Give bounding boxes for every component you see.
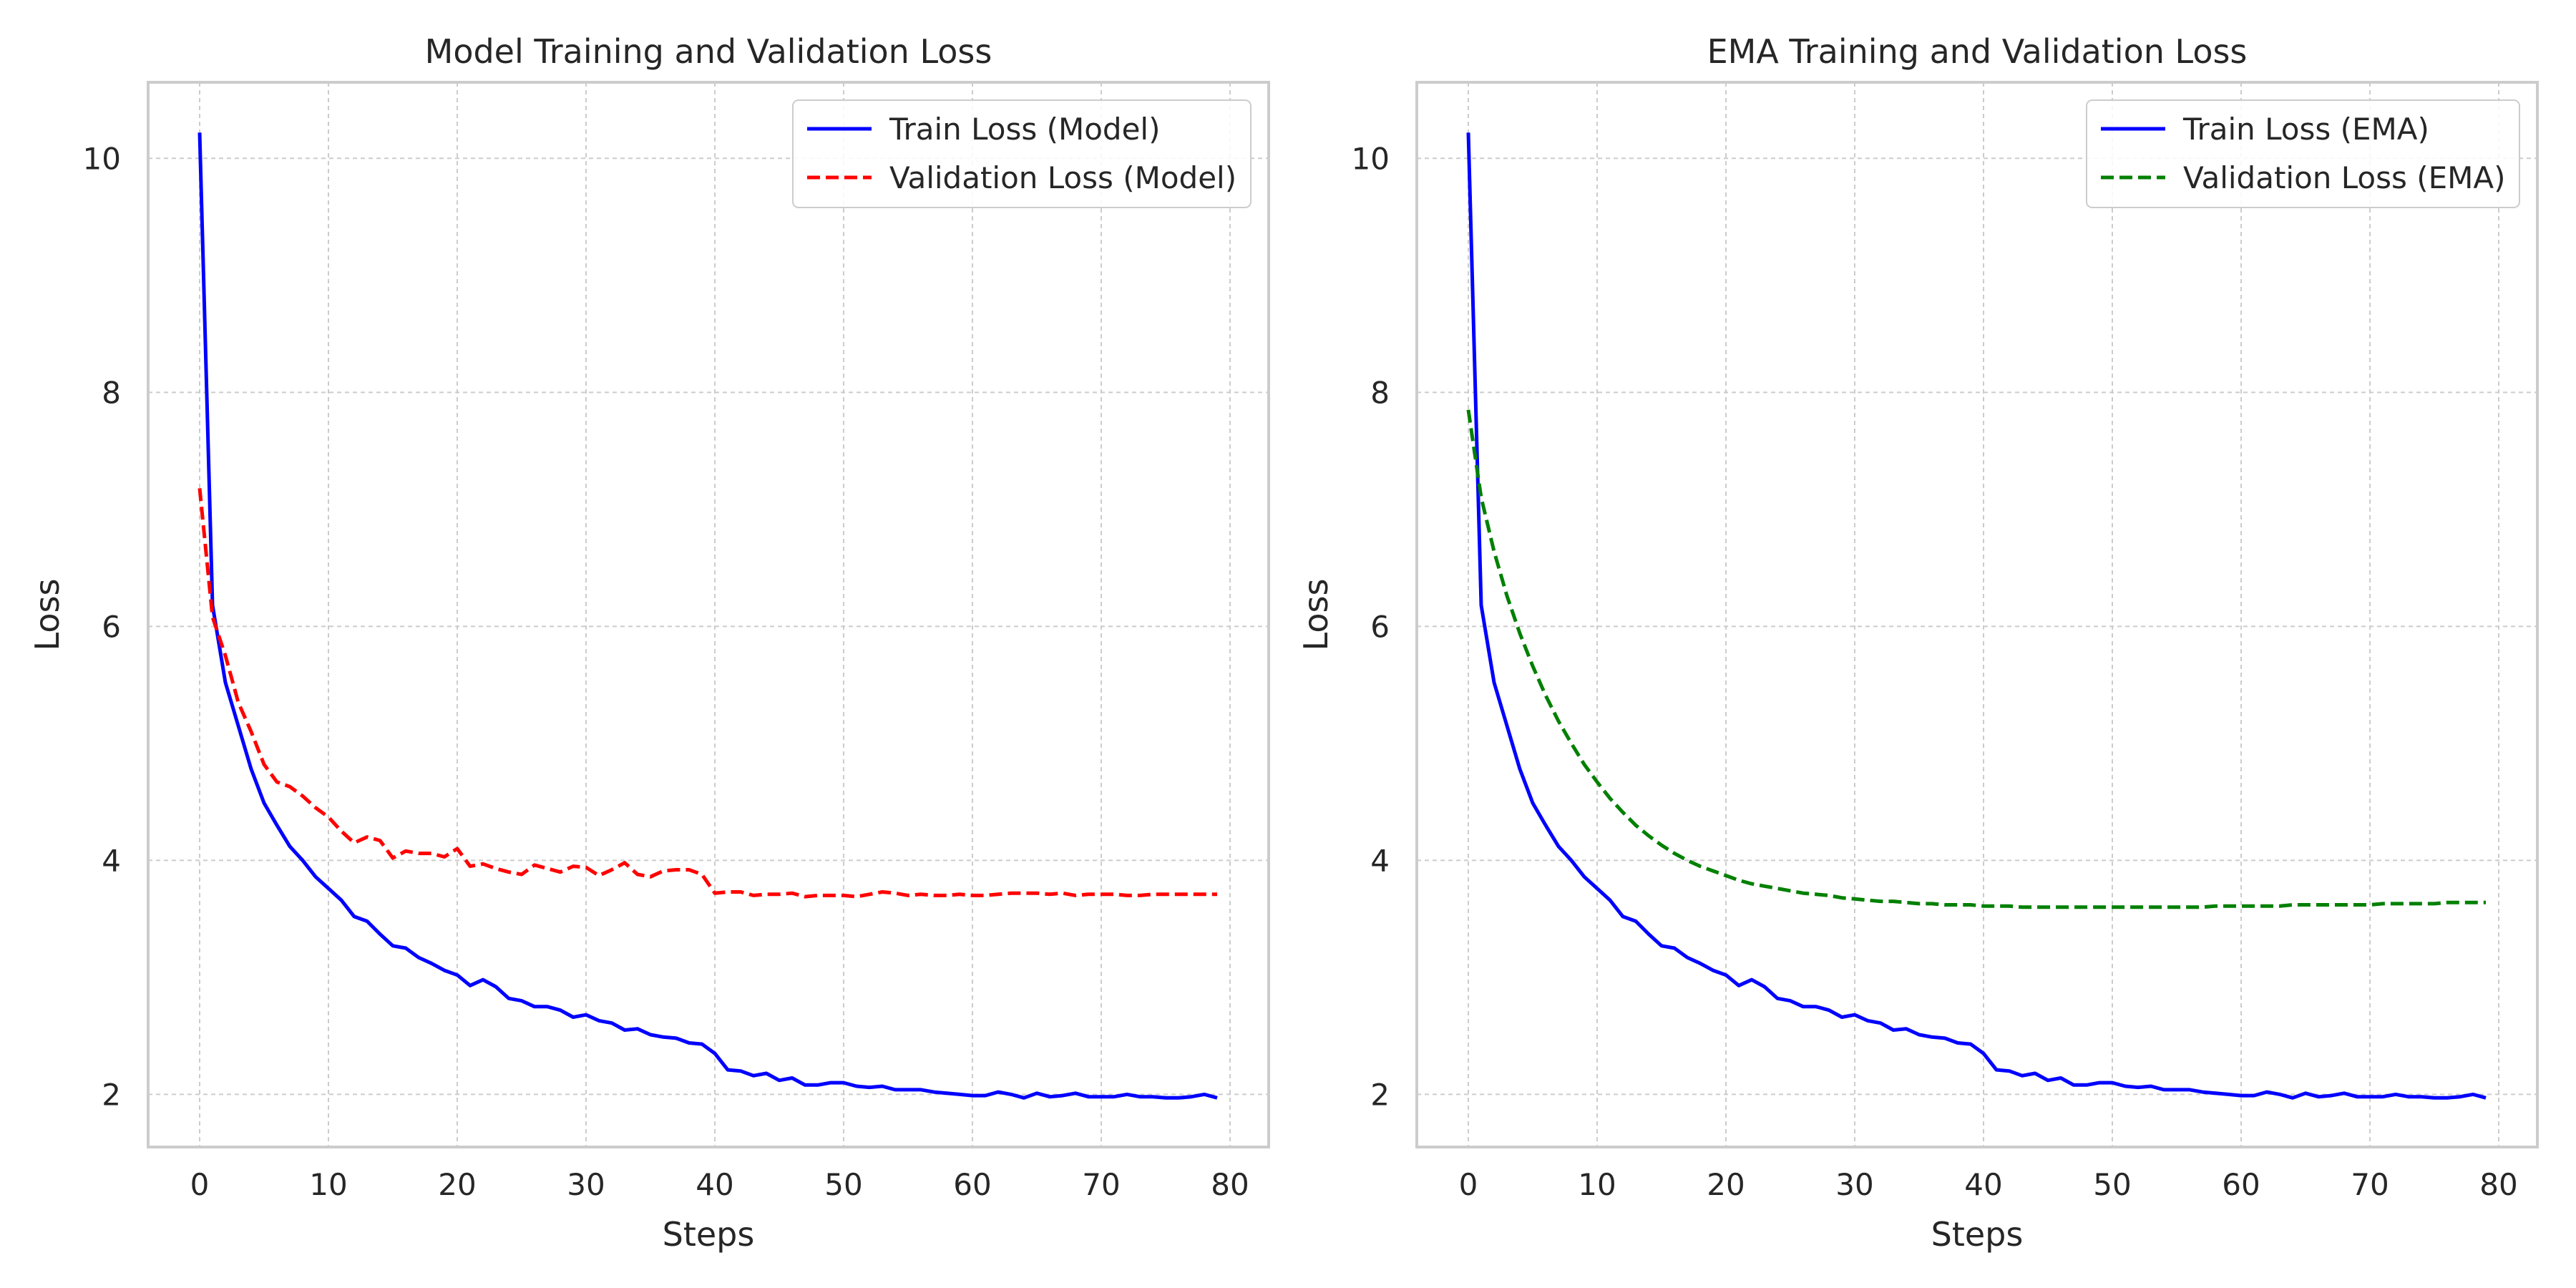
x-tick-label: 50 xyxy=(824,1167,862,1202)
x-tick-label: 60 xyxy=(953,1167,991,1202)
x-axis-label: Steps xyxy=(1931,1215,2024,1254)
x-tick-label: 60 xyxy=(2222,1167,2260,1202)
chart-panel-0: 0 10 20 30 40 50 60 70 80 2 4 6 8 10 Model Training an… xyxy=(28,32,1270,1254)
axes-frame xyxy=(1415,81,2539,1148)
legend-box xyxy=(792,99,1252,208)
legend-label-0: Train Loss (EMA) xyxy=(2182,112,2429,147)
series-line-1 xyxy=(1466,409,2486,909)
x-tick-label: 70 xyxy=(2351,1167,2389,1202)
x-tick-label: 20 xyxy=(438,1167,476,1202)
y-tick-label: 8 xyxy=(102,375,121,410)
y-axis-label: Loss xyxy=(28,579,67,651)
x-tick-label: 40 xyxy=(1964,1167,2002,1202)
y-tick-label: 6 xyxy=(1370,609,1390,644)
x-tick-label: 20 xyxy=(1707,1167,1745,1202)
legend: Train Loss (EMA) Validation Loss (EMA) xyxy=(2086,99,2520,208)
chart-title: Model Training and Validation Loss xyxy=(425,32,992,71)
y-tick-label: 10 xyxy=(1352,141,1390,176)
series-line-0 xyxy=(197,132,1218,1100)
chart-title: EMA Training and Validation Loss xyxy=(1707,32,2248,71)
x-tick-label: 0 xyxy=(1459,1167,1478,1202)
x-tick-label: 80 xyxy=(2479,1167,2517,1202)
series-line-1 xyxy=(197,488,1217,899)
x-tick-label: 30 xyxy=(567,1167,605,1202)
y-tick-label: 10 xyxy=(83,141,121,176)
x-tick-label: 70 xyxy=(1082,1167,1120,1202)
y-tick-label: 6 xyxy=(102,609,121,644)
y-tick-label: 4 xyxy=(102,843,121,878)
legend-label-1: Validation Loss (Model) xyxy=(889,160,1236,195)
x-tick-label: 50 xyxy=(2093,1167,2131,1202)
y-tick-label: 8 xyxy=(1370,375,1390,410)
axes-frame xyxy=(147,81,1270,1148)
x-tick-label: 10 xyxy=(309,1167,347,1202)
y-axis-label: Loss xyxy=(1297,579,1335,651)
x-tick-label: 0 xyxy=(190,1167,210,1202)
series-line-0 xyxy=(1466,132,2487,1100)
legend: Train Loss (Model) Validation Loss (Model… xyxy=(792,99,1252,208)
x-axis-label: Steps xyxy=(663,1215,755,1254)
x-tick-label: 40 xyxy=(696,1167,733,1202)
x-tick-label: 80 xyxy=(1211,1167,1249,1202)
legend-box xyxy=(2086,99,2520,208)
chart-panel-1: 0 10 20 30 40 50 60 70 80 2 4 6 8 10 EMA Training and … xyxy=(1297,32,2539,1254)
legend-label-1: Validation Loss (EMA) xyxy=(2183,160,2506,195)
x-tick-label: 30 xyxy=(1835,1167,1873,1202)
legend-label-0: Train Loss (Model) xyxy=(889,112,1160,147)
y-tick-label: 4 xyxy=(1370,843,1390,878)
x-tick-label: 10 xyxy=(1578,1167,1616,1202)
y-tick-label: 2 xyxy=(102,1077,121,1112)
y-tick-label: 2 xyxy=(1370,1077,1390,1112)
